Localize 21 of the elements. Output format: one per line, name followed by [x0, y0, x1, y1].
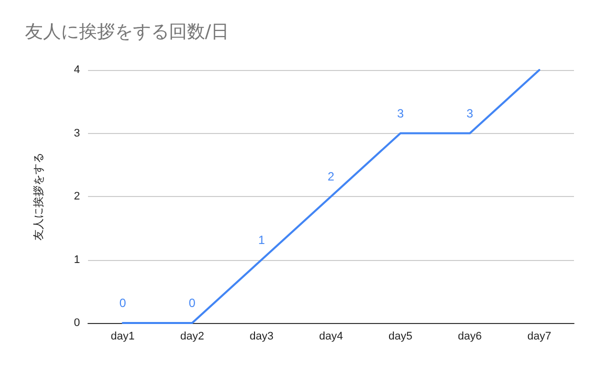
x-tick-label: day7: [527, 330, 552, 342]
y-tick-label: 1: [74, 254, 80, 266]
x-tick-label: day1: [110, 330, 135, 342]
x-tick-label: day4: [319, 330, 343, 342]
data-label: 1: [258, 232, 266, 247]
y-axis-title: 友人に挨拶をする: [32, 152, 45, 240]
x-tick-label: day2: [180, 330, 204, 342]
x-tick-label: day3: [250, 330, 274, 342]
data-label: 2: [328, 170, 335, 184]
y-tick-label: 0: [74, 317, 80, 329]
y-tick-label: 3: [74, 127, 80, 140]
data-label: 0: [188, 296, 196, 310]
data-label: 0: [119, 296, 126, 310]
data-label: 3: [466, 106, 474, 120]
data-label: 3: [397, 106, 404, 120]
y-tick-label: 4: [74, 64, 80, 76]
x-tick-label: day5: [388, 330, 412, 342]
chart-title: 友人に挨拶をする回数/日: [25, 22, 230, 42]
line-series: [122, 69, 540, 324]
y-tick-label: 2: [74, 190, 80, 202]
x-tick-label: day6: [458, 330, 482, 342]
